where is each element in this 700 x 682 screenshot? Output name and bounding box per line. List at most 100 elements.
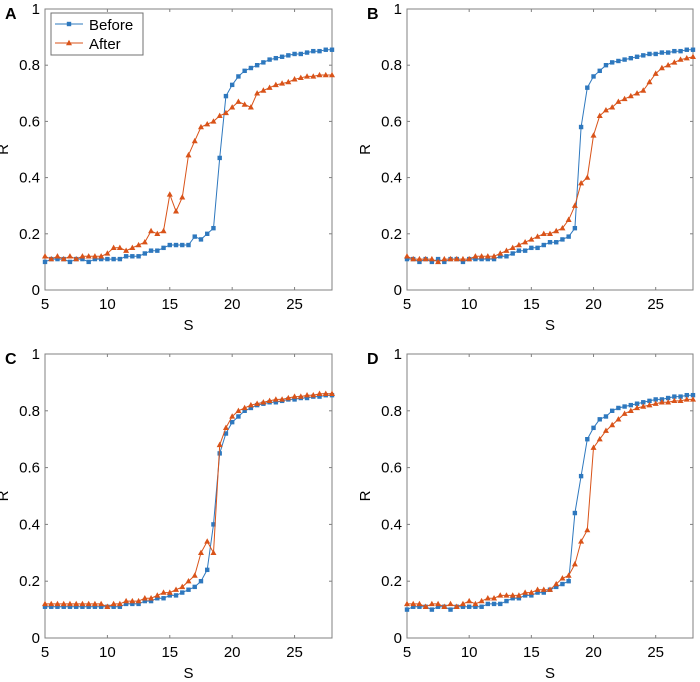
panel-label: C bbox=[5, 351, 17, 368]
y-tick-label: 1 bbox=[32, 1, 40, 18]
y-tick-label: 0.4 bbox=[19, 516, 40, 533]
y-tick-label: 0.8 bbox=[19, 403, 40, 420]
data-point-before bbox=[597, 417, 602, 422]
data-point-after bbox=[534, 586, 541, 592]
x-axis-label: S bbox=[183, 665, 193, 682]
data-point-before bbox=[292, 51, 297, 57]
data-point-before bbox=[242, 68, 247, 74]
data-point-after bbox=[602, 106, 609, 113]
x-tick-label: 10 bbox=[99, 296, 116, 313]
data-point-after bbox=[297, 393, 304, 399]
data-point-after bbox=[185, 151, 192, 158]
data-point-after bbox=[260, 399, 267, 405]
data-point-after bbox=[179, 583, 186, 590]
data-point-after bbox=[160, 227, 167, 234]
data-point-after bbox=[197, 123, 204, 130]
data-point-before bbox=[585, 85, 590, 90]
data-point-after bbox=[578, 538, 585, 544]
data-point-before bbox=[167, 242, 172, 248]
data-point-after bbox=[428, 255, 435, 262]
data-point-before bbox=[690, 47, 696, 52]
data-point-after bbox=[191, 137, 198, 144]
data-point-after bbox=[272, 81, 279, 88]
data-point-after bbox=[197, 549, 204, 555]
data-point-before bbox=[130, 254, 135, 259]
data-point-before bbox=[560, 237, 565, 242]
data-point-before bbox=[111, 604, 116, 609]
data-point-before bbox=[572, 510, 578, 516]
data-point-before bbox=[286, 53, 291, 58]
data-point-after bbox=[266, 397, 273, 404]
data-point-before bbox=[566, 234, 571, 239]
data-point-before bbox=[435, 604, 441, 609]
data-point-after bbox=[640, 403, 647, 409]
data-point-after bbox=[110, 244, 117, 251]
y-tick-label: 0.6 bbox=[19, 460, 40, 477]
data-point-before bbox=[473, 604, 478, 609]
data-point-after bbox=[322, 390, 329, 396]
data-point-after bbox=[279, 396, 286, 402]
data-point-after bbox=[646, 401, 653, 408]
data-point-before bbox=[429, 259, 435, 265]
data-point-before bbox=[192, 234, 197, 239]
data-point-before bbox=[473, 256, 478, 262]
data-point-before bbox=[628, 55, 634, 61]
data-point-before bbox=[591, 425, 596, 431]
data-point-before bbox=[597, 68, 602, 74]
y-tick-label: 0.4 bbox=[19, 170, 40, 187]
y-tick-label: 0.8 bbox=[19, 57, 40, 74]
data-point-after bbox=[79, 600, 86, 607]
data-point-after bbox=[98, 600, 105, 607]
data-point-before bbox=[491, 256, 497, 262]
data-point-before bbox=[123, 601, 129, 607]
data-point-after bbox=[73, 255, 80, 262]
data-point-after bbox=[66, 253, 73, 259]
data-point-after bbox=[665, 62, 672, 68]
data-point-after bbox=[79, 253, 86, 259]
data-point-after bbox=[534, 233, 541, 239]
data-point-after bbox=[503, 247, 510, 253]
data-point-before bbox=[684, 47, 689, 52]
data-point-before bbox=[123, 254, 129, 259]
data-point-after bbox=[665, 399, 672, 405]
data-point-after bbox=[571, 202, 578, 208]
data-point-before bbox=[292, 397, 297, 402]
data-point-after bbox=[609, 104, 616, 110]
data-point-after bbox=[491, 253, 498, 259]
data-point-after bbox=[553, 227, 560, 234]
series-before bbox=[42, 392, 335, 609]
data-point-after bbox=[179, 194, 186, 200]
data-point-before bbox=[205, 231, 210, 236]
data-point-after bbox=[166, 191, 173, 197]
data-point-before bbox=[653, 51, 658, 57]
data-point-before bbox=[466, 604, 472, 609]
data-point-after bbox=[91, 600, 98, 607]
data-point-after bbox=[148, 227, 155, 234]
data-point-after bbox=[634, 90, 641, 96]
data-point-before bbox=[504, 598, 509, 604]
data-point-before bbox=[491, 601, 497, 607]
data-point-after bbox=[410, 255, 417, 262]
data-point-after bbox=[235, 98, 242, 104]
data-point-before bbox=[42, 604, 48, 609]
y-axis-label: R bbox=[0, 144, 12, 155]
legend-marker-before bbox=[66, 21, 72, 27]
data-point-before bbox=[217, 155, 222, 161]
data-point-before bbox=[510, 251, 515, 256]
data-point-after bbox=[571, 560, 578, 567]
data-point-before bbox=[634, 401, 640, 406]
data-point-after bbox=[129, 244, 136, 251]
data-point-before bbox=[236, 414, 241, 419]
data-point-after bbox=[291, 393, 298, 399]
data-point-before bbox=[578, 473, 584, 479]
data-point-after bbox=[459, 255, 466, 262]
data-point-after bbox=[304, 391, 311, 398]
data-point-before bbox=[92, 256, 98, 262]
data-point-before bbox=[55, 256, 60, 262]
data-point-after bbox=[491, 595, 498, 601]
data-point-after bbox=[297, 74, 304, 81]
data-point-before bbox=[298, 51, 304, 57]
data-point-after bbox=[54, 253, 61, 259]
data-point-after bbox=[515, 241, 522, 248]
data-point-before bbox=[485, 601, 491, 607]
